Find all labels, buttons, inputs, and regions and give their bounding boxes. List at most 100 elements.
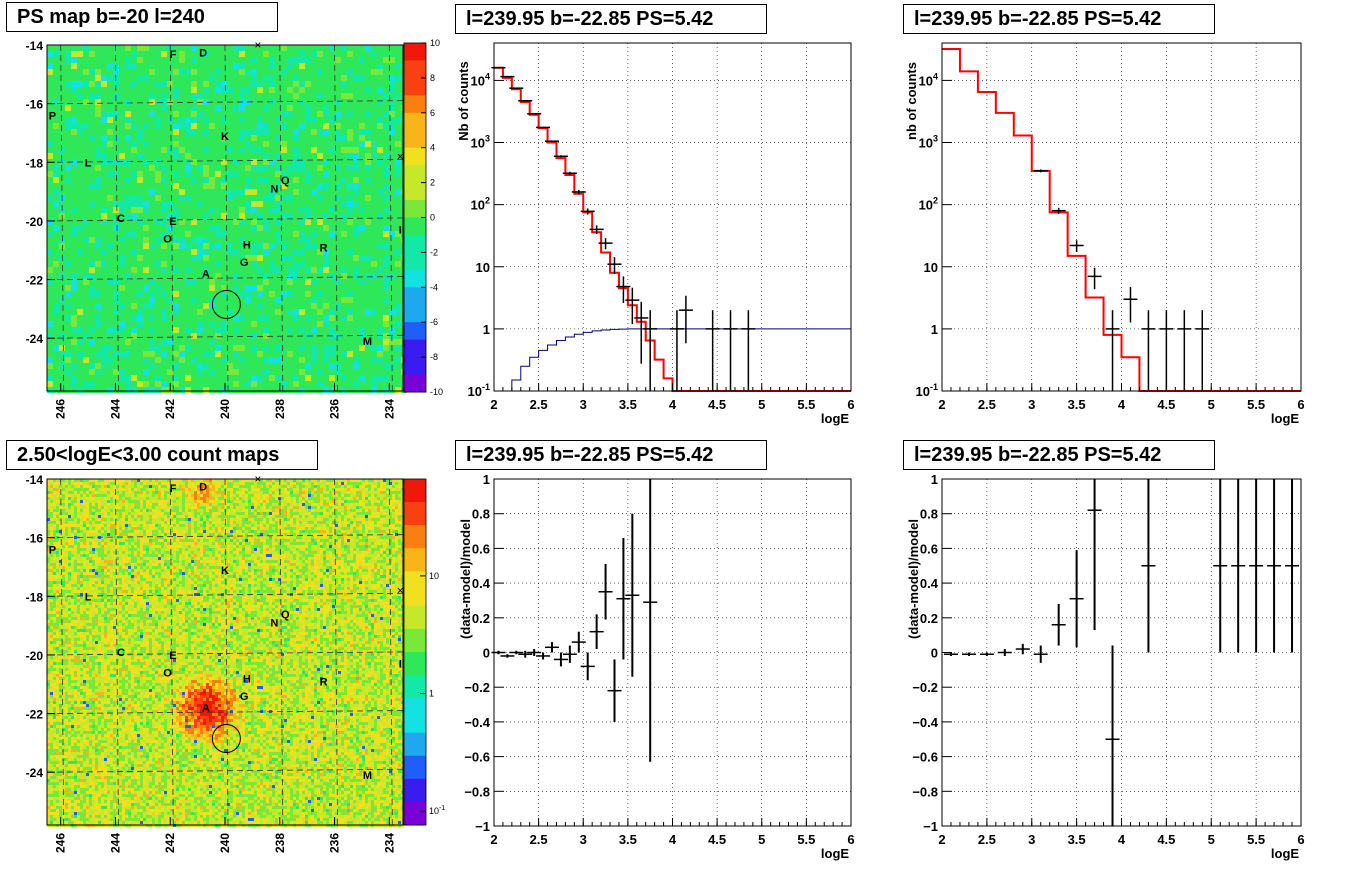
ps-map-pixel — [383, 183, 389, 189]
ps-map-pixel — [329, 285, 335, 291]
ps-map-pixel — [59, 243, 65, 249]
ps-map-pixel — [239, 159, 245, 165]
count-map-pixel — [125, 482, 128, 485]
ps-map-pixel — [299, 255, 305, 261]
count-map-pixel — [98, 497, 101, 500]
count-map-pixel — [245, 488, 248, 491]
ps-map-pixel — [155, 57, 161, 63]
count-map-pixel — [227, 509, 230, 512]
count-map-pixel — [98, 488, 101, 491]
ps-map-pixel — [71, 75, 77, 81]
ps-map-pixel — [125, 267, 131, 273]
count-map-pixel — [344, 512, 347, 515]
ps-map-pixel — [197, 123, 203, 129]
ps-map-pixel — [281, 129, 287, 135]
count-map-pixel — [77, 494, 80, 497]
ps-map-pixel — [89, 99, 95, 105]
count-map-pixel — [308, 482, 311, 485]
count-map-pixel — [176, 494, 179, 497]
count-map-pixel — [242, 497, 245, 500]
count-map-pixel — [110, 509, 113, 512]
ps-map-pixel — [353, 381, 359, 387]
ps-map-pixel — [275, 267, 281, 273]
ps-map-pixel — [317, 201, 323, 207]
ps-map-pixel — [179, 303, 185, 309]
ps-map-pixel — [275, 273, 281, 279]
ps-map-pixel — [125, 285, 131, 291]
ps-map-pixel — [269, 69, 275, 75]
ps-map-pixel — [359, 123, 365, 129]
ps-map-pixel — [353, 297, 359, 303]
count-map-pixel — [50, 491, 53, 494]
ps-map-pixel — [311, 195, 317, 201]
ps-map-pixel — [77, 303, 83, 309]
ps-map-pixel — [299, 267, 305, 273]
ps-map-source-label: D — [199, 47, 207, 59]
ps-map-pixel — [365, 99, 371, 105]
ps-map-pixel — [287, 129, 293, 135]
count-map-pixel — [59, 509, 62, 512]
ps-map-pixel — [95, 351, 101, 357]
ps-map-pixel — [77, 117, 83, 123]
count-map-pixel — [290, 497, 293, 500]
count-map-pixel — [320, 491, 323, 494]
count-map-pixel — [308, 497, 311, 500]
ps-map-pixel — [329, 363, 335, 369]
count-map-pixel — [353, 497, 356, 500]
count-map-pixel — [395, 500, 398, 503]
ps-map-pixel — [263, 225, 269, 231]
ps-map-pixel — [293, 237, 299, 243]
ps-map-pixel — [179, 75, 185, 81]
ps-map-pixel — [275, 231, 281, 237]
count-map-pixel — [83, 491, 86, 494]
count-map-pixel — [284, 491, 287, 494]
ps-map-pixel — [101, 231, 107, 237]
ps-map-pixel — [191, 381, 197, 387]
count-map-pixel — [164, 506, 167, 509]
count-map-pixel — [353, 500, 356, 503]
ps-map-pixel — [95, 339, 101, 345]
ps-map-pixel — [311, 105, 317, 111]
count-map-pixel — [272, 506, 275, 509]
ps-map-pixel — [125, 105, 131, 111]
count-map-pixel — [233, 488, 236, 491]
ps-map-pixel — [215, 183, 221, 189]
ps-map-pixel — [71, 45, 77, 51]
ps-map-y-tick-label: -14 — [26, 39, 44, 53]
count-map-pixel — [155, 485, 158, 488]
count-map-pixel — [254, 503, 257, 506]
ps-map-pixel — [209, 345, 215, 351]
ps-map-pixel — [389, 225, 395, 231]
ps-map-pixel — [65, 195, 71, 201]
count-map-pixel — [209, 503, 212, 506]
ps-map-pixel — [77, 351, 83, 357]
ps-map-pixel — [71, 237, 77, 243]
ps-map-pixel — [257, 369, 263, 375]
ps-map-pixel — [305, 207, 311, 213]
ps-map-pixel — [329, 81, 335, 87]
ps-map-pixel — [287, 345, 293, 351]
ps-map-pixel — [179, 321, 185, 327]
count-map-pixel — [338, 509, 341, 512]
ps-map-pixel — [347, 237, 353, 243]
count-map-pixel — [311, 509, 314, 512]
ps-map-pixel — [53, 255, 59, 261]
ps-map-pixel — [77, 375, 83, 381]
ps-map-pixel — [47, 153, 53, 159]
ps-map-pixel — [323, 357, 329, 363]
ps-map-pixel — [59, 315, 65, 321]
ps-map-pixel — [83, 351, 89, 357]
count-map-pixel — [209, 500, 212, 503]
ps-map-pixel — [65, 165, 71, 171]
count-map-pixel — [182, 512, 185, 515]
count-map-pixel — [251, 491, 254, 494]
count-map-pixel — [68, 488, 71, 491]
ps-map-pixel — [71, 63, 77, 69]
ps-map-pixel — [197, 303, 203, 309]
ps-map-pixel — [167, 135, 173, 141]
ps-map-pixel — [179, 153, 185, 159]
ps-map-pixel — [125, 81, 131, 87]
count-map-pixel — [356, 506, 359, 509]
ps-map-pixel — [383, 93, 389, 99]
ps-map-pixel — [197, 309, 203, 315]
